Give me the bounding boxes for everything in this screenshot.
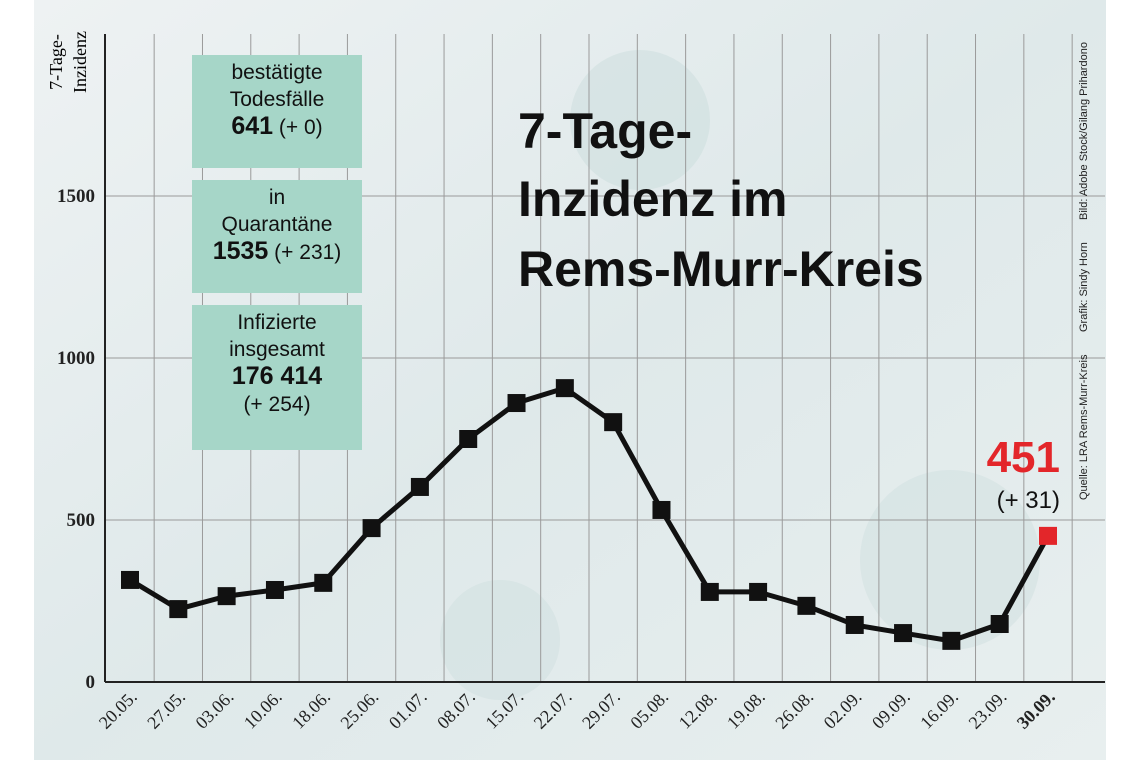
decoration — [860, 470, 1040, 650]
last-change-label: (+ 31) — [997, 487, 1060, 514]
y-axis-label-line: Inzidenz — [70, 31, 90, 93]
marker — [314, 573, 333, 592]
title-line: Inzidenz im — [518, 171, 787, 227]
marker — [797, 596, 816, 615]
box-value: 1535 — [212, 237, 269, 265]
y-tick-label: 0 — [86, 672, 96, 693]
marker — [652, 500, 671, 519]
info-box: in Quarantäne 1535 (+ 231) — [192, 180, 362, 293]
credit: Grafik: Sindy Horn — [1078, 242, 1090, 332]
marker — [1039, 526, 1057, 545]
marker — [894, 624, 913, 643]
marker — [362, 519, 381, 538]
box-change: (+ 231) — [274, 241, 342, 264]
marker — [507, 394, 526, 413]
marker — [410, 477, 429, 496]
decoration — [570, 50, 710, 190]
credit: Bild: Adobe Stock/Gilang Prihardono — [1078, 42, 1090, 220]
box-value: 641 — [231, 112, 274, 140]
marker — [749, 582, 768, 601]
box-text: insgesamt — [229, 338, 325, 361]
marker — [604, 413, 623, 432]
marker — [990, 615, 1009, 634]
info-box: Infizierte insgesamt 176 414 (+ 254) — [192, 305, 362, 450]
marker — [169, 600, 188, 619]
decoration — [440, 580, 560, 700]
marker — [700, 582, 719, 601]
box-change: (+ 0) — [278, 116, 323, 139]
y-axis-label-line: 7-Tage- — [46, 34, 66, 90]
marker — [459, 430, 478, 448]
box-text: in — [268, 186, 286, 209]
box-text: Infizierte — [237, 311, 317, 334]
marker — [942, 631, 961, 650]
title-line: 7-Tage- — [518, 103, 692, 159]
info-box: bestätigte Todesfälle 641 (+ 0) — [192, 55, 362, 168]
marker — [555, 379, 574, 398]
title-line: Rems-Murr-Kreis — [518, 241, 924, 297]
y-tick-label: 1000 — [57, 348, 95, 369]
box-change: (+ 254) — [243, 393, 311, 416]
y-tick-label: 500 — [67, 510, 96, 531]
marker — [265, 580, 284, 599]
y-tick-label: 1500 — [57, 186, 95, 207]
box-text: bestätigte — [231, 61, 323, 84]
box-text: Todesfälle — [229, 88, 325, 111]
last-value-label: 451 — [987, 433, 1060, 482]
box-value: 176 414 — [231, 362, 323, 390]
marker — [121, 570, 139, 589]
y-axis-label: 7-Tage- Inzidenz — [46, 31, 90, 93]
box-text: Quarantäne — [221, 213, 333, 236]
credit: Quelle: LRA Rems-Murr-Kreis — [1078, 354, 1090, 500]
marker — [217, 587, 236, 606]
marker — [845, 615, 864, 634]
